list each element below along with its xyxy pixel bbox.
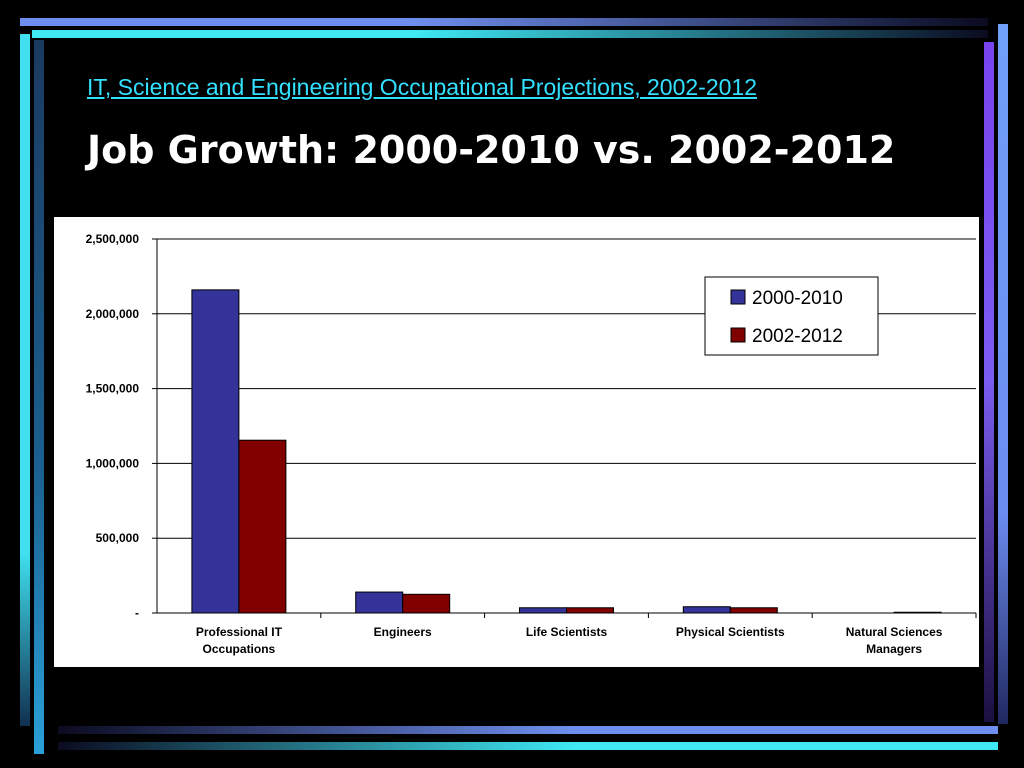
bar-2000-2010 <box>191 289 240 614</box>
y-tick-label: 500,000 <box>96 531 140 545</box>
x-category-label: Life Scientists <box>526 625 608 639</box>
y-tick-label: 2,000,000 <box>86 307 140 321</box>
x-category-label: Natural Sciences <box>846 625 943 639</box>
subtitle-link[interactable]: IT, Science and Engineering Occupational… <box>87 74 757 100</box>
decorative-bar-right <box>998 24 1008 724</box>
x-category-label: Occupations <box>203 642 276 656</box>
bar-2002-2012 <box>729 607 778 614</box>
decorative-bar-bottom-inner <box>58 742 998 750</box>
chart-panel: - 500,000 1,000,000 1,500,000 2,000,000 2,500… <box>54 217 979 667</box>
x-category-label: Physical Scientists <box>676 625 785 639</box>
bar-2000-2010 <box>355 591 404 614</box>
decorative-bar-right-inner <box>984 42 994 722</box>
y-tick-label: 1,000,000 <box>86 456 140 470</box>
legend-label: 2002-2012 <box>752 326 843 347</box>
y-tick-label: 2,500,000 <box>86 232 140 246</box>
decorative-bar-left-inner <box>34 40 44 754</box>
bar-2002-2012 <box>566 607 614 614</box>
bar-2002-2012 <box>893 611 942 614</box>
bar-2002-2012 <box>402 593 451 614</box>
bar-2000-2010 <box>682 606 731 614</box>
bar-2000-2010 <box>519 607 567 614</box>
decorative-bar-top-inner <box>32 30 988 38</box>
legend-swatch <box>730 327 746 343</box>
x-category-label: Professional IT <box>196 625 283 639</box>
y-tick-label: 1,500,000 <box>86 382 140 396</box>
legend-label: 2000-2010 <box>752 288 843 309</box>
slide-title: Job Growth: 2000-2010 vs. 2002-2012 <box>87 128 896 172</box>
x-category-label: Managers <box>866 642 922 656</box>
y-tick-label: - <box>135 606 139 620</box>
x-category-label: Engineers <box>374 625 432 639</box>
legend-swatch <box>730 289 746 305</box>
bar-2002-2012 <box>238 439 287 614</box>
bar-chart: - 500,000 1,000,000 1,500,000 2,000,000 2,500… <box>86 232 977 656</box>
decorative-bar-top <box>20 18 988 26</box>
decorative-bar-left <box>20 34 30 726</box>
decorative-bar-bottom <box>58 726 998 734</box>
